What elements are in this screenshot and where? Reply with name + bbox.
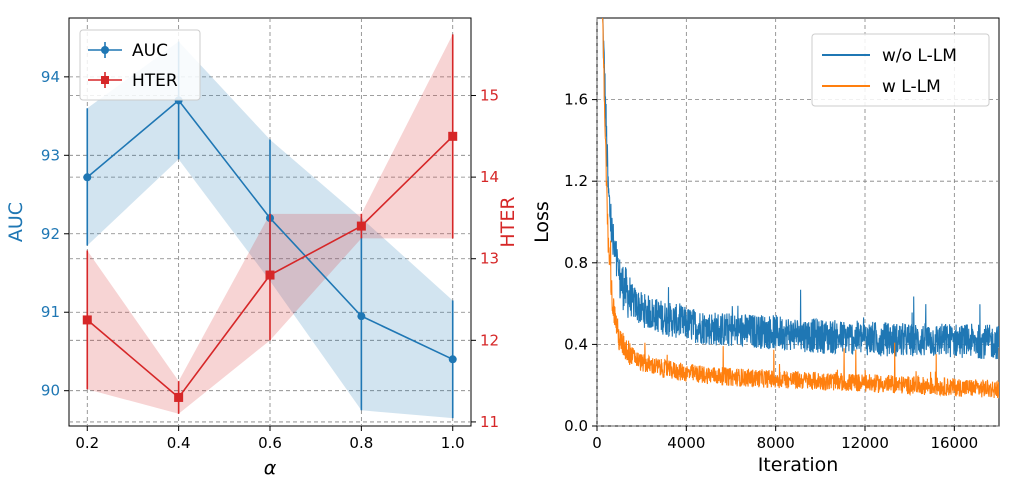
legend-label-auc: AUC <box>132 41 168 61</box>
point-hter <box>356 221 366 231</box>
iteration-tick-label: 4000 <box>667 434 705 452</box>
loss-tick-label: 0.4 <box>564 335 588 353</box>
hter-tick-label: 15 <box>480 87 499 105</box>
iteration-tick-label: 16000 <box>930 434 978 452</box>
legend-label-hter: HTER <box>132 71 178 91</box>
loss-curve-chart: 0 4000 8000 12000 16000 0.0 0.4 0.8 1.2 1.6 Iter… <box>531 17 1000 476</box>
loss-curve-wo-llm <box>602 18 999 360</box>
legend-marker-auc <box>101 46 109 54</box>
left-x-tick-label: 0.4 <box>167 434 191 452</box>
right-y-axis-label-loss: Loss <box>531 201 553 243</box>
legend-entry-auc: AUC <box>88 41 168 61</box>
hter-tick-label: 11 <box>480 413 499 431</box>
left-y-ticks-auc: 90 91 92 93 94 <box>41 68 69 400</box>
loss-curve-w-llm <box>602 18 999 399</box>
auc-tick-label: 90 <box>41 382 60 400</box>
point-hter <box>174 392 184 402</box>
left-x-tick-label: 0.2 <box>75 434 99 452</box>
point-auc <box>83 173 92 182</box>
point-auc <box>357 312 366 321</box>
point-hter <box>265 270 275 280</box>
legend-label-w-llm: w L-LM <box>882 77 941 97</box>
point-auc <box>448 355 457 364</box>
loss-tick-label: 1.6 <box>564 91 588 109</box>
iteration-tick-label: 0 <box>592 434 602 452</box>
auc-tick-label: 91 <box>41 303 60 321</box>
legend-marker-hter <box>101 76 109 84</box>
loss-tick-label: 1.2 <box>564 172 588 190</box>
iteration-tick-label: 12000 <box>841 434 889 452</box>
loss-tick-label: 0.0 <box>564 417 588 435</box>
auc-tick-label: 92 <box>41 225 60 243</box>
right-series-lines <box>602 18 999 399</box>
right-x-ticks: 0 4000 8000 12000 16000 <box>592 426 978 452</box>
right-legend-box <box>811 33 990 107</box>
auc-tick-label: 94 <box>41 68 60 86</box>
auc-tick-label: 93 <box>41 146 60 164</box>
legend-entry-w-llm: w L-LM <box>822 77 941 97</box>
left-x-tick-label: 1.0 <box>441 434 465 452</box>
legend-entry-wo-llm: w/o L-LM <box>822 46 957 66</box>
left-y-axis-label-auc: AUC <box>5 202 27 242</box>
point-hter <box>448 131 458 141</box>
left-x-tick-label: 0.8 <box>349 434 373 452</box>
right-grid <box>596 18 999 427</box>
left-x-axis-label: α <box>264 457 277 479</box>
right-x-axis-label: Iteration <box>758 454 839 476</box>
left-x-ticks: 0.2 0.4 0.6 0.8 1.0 <box>75 426 465 452</box>
left-legend: AUC HTER <box>79 29 201 101</box>
left-series-lines <box>82 34 458 419</box>
hter-tick-label: 12 <box>480 331 499 349</box>
left-x-tick-label: 0.6 <box>258 434 282 452</box>
hter-tick-label: 14 <box>480 168 499 186</box>
iteration-tick-label: 8000 <box>757 434 795 452</box>
point-hter <box>82 315 92 325</box>
right-y-ticks-hter: 11 12 13 14 15 <box>471 87 499 431</box>
legend-entry-hter: HTER <box>88 71 178 91</box>
loss-tick-label: 0.8 <box>564 254 588 272</box>
hter-tick-label: 13 <box>480 250 499 268</box>
right-legend: w/o L-LM w L-LM <box>811 33 990 107</box>
left-legend-box <box>79 29 201 101</box>
legend-label-wo-llm: w/o L-LM <box>882 46 957 66</box>
right-y-ticks-loss: 0.0 0.4 0.8 1.2 1.6 <box>564 91 597 435</box>
right-y-axis-label-hter: HTER <box>497 196 519 247</box>
